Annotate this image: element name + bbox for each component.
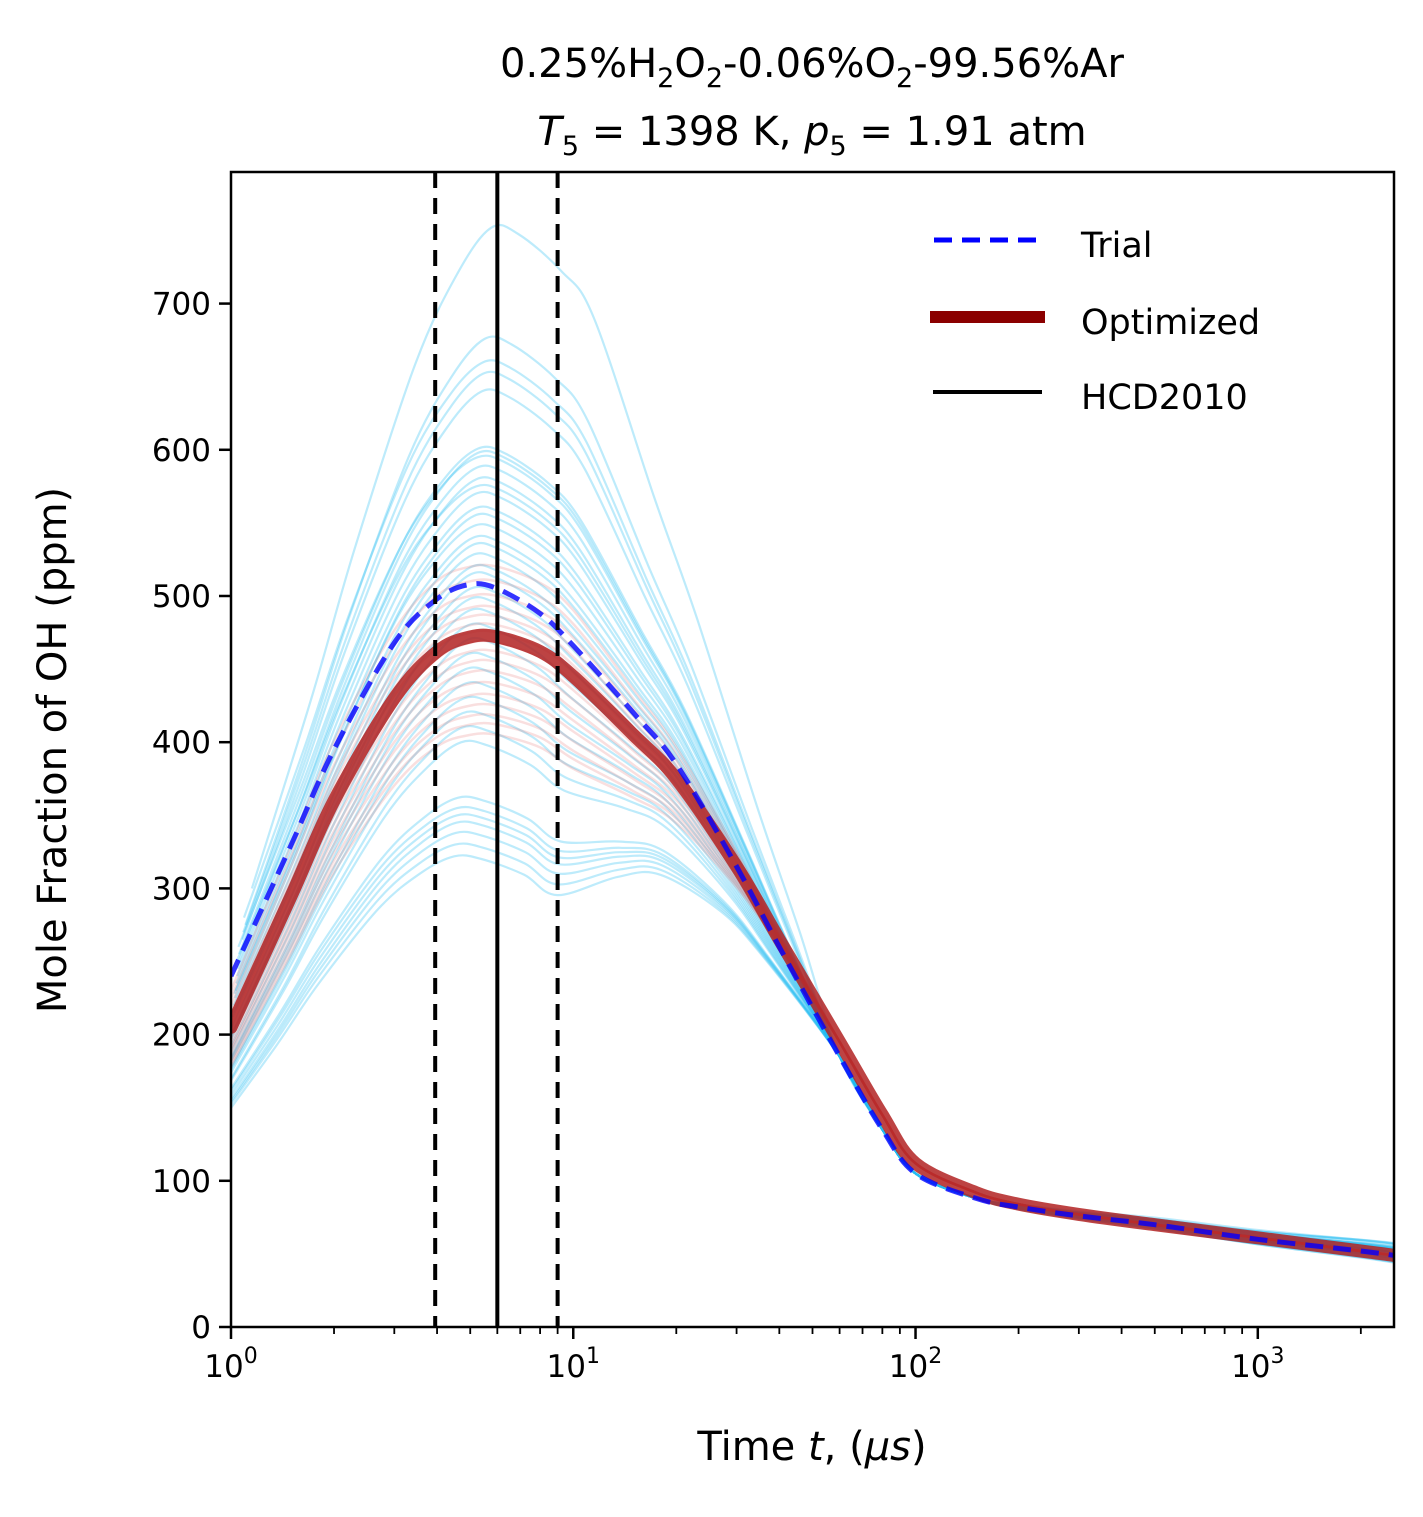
- trial-series-line: [231, 581, 1394, 1258]
- red-ensemble-curve: [231, 604, 1394, 1257]
- plot-area: [231, 172, 1394, 1327]
- blue-ensemble-curve: [231, 854, 1394, 1263]
- blue-ensemble-curve: [235, 483, 1394, 1250]
- title-part: 2: [896, 63, 913, 94]
- x-tick-label: 102: [889, 1344, 942, 1385]
- x-label-suffix: ): [911, 1424, 927, 1470]
- title-T-symbol: T: [537, 109, 565, 155]
- red-ensemble-curve: [231, 702, 1394, 1257]
- blue-ensemble-curve: [231, 842, 1394, 1260]
- blue-ensemble-curve: [231, 552, 1394, 1248]
- y-axis-ticks: 0 100 200 300 400 500 600 700: [152, 287, 231, 1346]
- x-label-mid: , (: [824, 1424, 865, 1470]
- title-p-sub: 5: [830, 131, 847, 162]
- y-tick-label: 300: [152, 871, 211, 907]
- x-axis-label: Time t, (μs): [696, 1424, 926, 1470]
- title-part: 2: [657, 63, 674, 94]
- y-tick-label: 200: [152, 1018, 211, 1054]
- y-tick-label: 100: [152, 1164, 211, 1200]
- legend-label-hcd2010: HCD2010: [1081, 378, 1248, 418]
- title-part: -0.06%O: [723, 41, 896, 87]
- blue-ensemble-curve: [231, 563, 1394, 1255]
- x-tick-exp: 0: [244, 1344, 258, 1369]
- title-part: 0.25%H: [500, 41, 657, 87]
- x-tick-label: 103: [1231, 1344, 1284, 1385]
- x-tick-base: 10: [889, 1349, 928, 1385]
- y-tick-label: 600: [152, 433, 211, 469]
- x-label-prefix: Time: [696, 1424, 808, 1470]
- red-ensemble-curves: [231, 563, 1394, 1257]
- blue-ensemble-curve: [233, 523, 1394, 1250]
- x-tick-label: 101: [547, 1344, 600, 1385]
- red-ensemble-curve: [231, 658, 1394, 1257]
- blue-ensemble-curve: [231, 622, 1394, 1249]
- title-part: -99.56%Ar: [913, 41, 1124, 87]
- y-tick-label: 0: [191, 1310, 211, 1346]
- legend-label-optimized: Optimized: [1081, 303, 1260, 343]
- x-tick-exp: 3: [1271, 1344, 1285, 1369]
- y-tick-label: 500: [152, 579, 211, 615]
- x-tick-base: 10: [1231, 1349, 1270, 1385]
- x-tick-base: 10: [547, 1349, 586, 1385]
- vertical-lines: [433, 172, 560, 1327]
- red-ensemble-curve: [231, 680, 1394, 1257]
- title-p-value: = 1.91 atm: [847, 109, 1087, 155]
- chart-title-line2: T5 = 1398 K, p5 = 1.91 atm: [537, 109, 1086, 162]
- red-ensemble-curve: [231, 629, 1394, 1257]
- title-part: 2: [706, 63, 723, 94]
- y-tick-label: 700: [152, 287, 211, 323]
- blue-ensemble-curve: [231, 607, 1394, 1257]
- red-ensemble-curve: [231, 563, 1394, 1257]
- main-series: [231, 581, 1394, 1262]
- y-tick-label: 400: [152, 725, 211, 761]
- blue-ensemble-curve: [231, 830, 1394, 1263]
- blue-ensemble-curve: [242, 359, 1394, 1248]
- title-part: O: [674, 41, 705, 87]
- title-T-sub: 5: [562, 131, 579, 162]
- x-label-mu: μ: [864, 1424, 890, 1470]
- title-T-value: = 1398 K,: [579, 109, 804, 155]
- x-tick-label: 100: [204, 1344, 257, 1385]
- legend: Trial Optimized HCD2010: [930, 226, 1260, 418]
- x-axis-ticks: 100 101 102 103: [204, 1327, 1362, 1385]
- x-label-unit: s: [890, 1424, 911, 1470]
- x-label-var: t: [808, 1424, 825, 1470]
- red-ensemble-curve: [231, 639, 1394, 1257]
- y-axis-label: Mole Fraction of OH (ppm): [30, 487, 76, 1013]
- blue-ensemble-curve: [241, 388, 1394, 1245]
- chart-title-line1: 0.25%H2O2-0.06%O2-99.56%Ar: [500, 41, 1125, 94]
- blue-ensemble-curve: [231, 813, 1394, 1260]
- x-tick-base: 10: [204, 1349, 243, 1385]
- title-p-symbol: p: [803, 109, 829, 155]
- x-tick-exp: 2: [928, 1344, 942, 1369]
- axes-frame: [229, 170, 1396, 1329]
- legend-label-trial: Trial: [1080, 226, 1153, 266]
- red-ensemble-curve: [231, 648, 1394, 1257]
- x-tick-exp: 1: [586, 1344, 600, 1369]
- blue-ensemble-curve: [242, 370, 1394, 1255]
- blue-ensemble-curve: [231, 820, 1394, 1257]
